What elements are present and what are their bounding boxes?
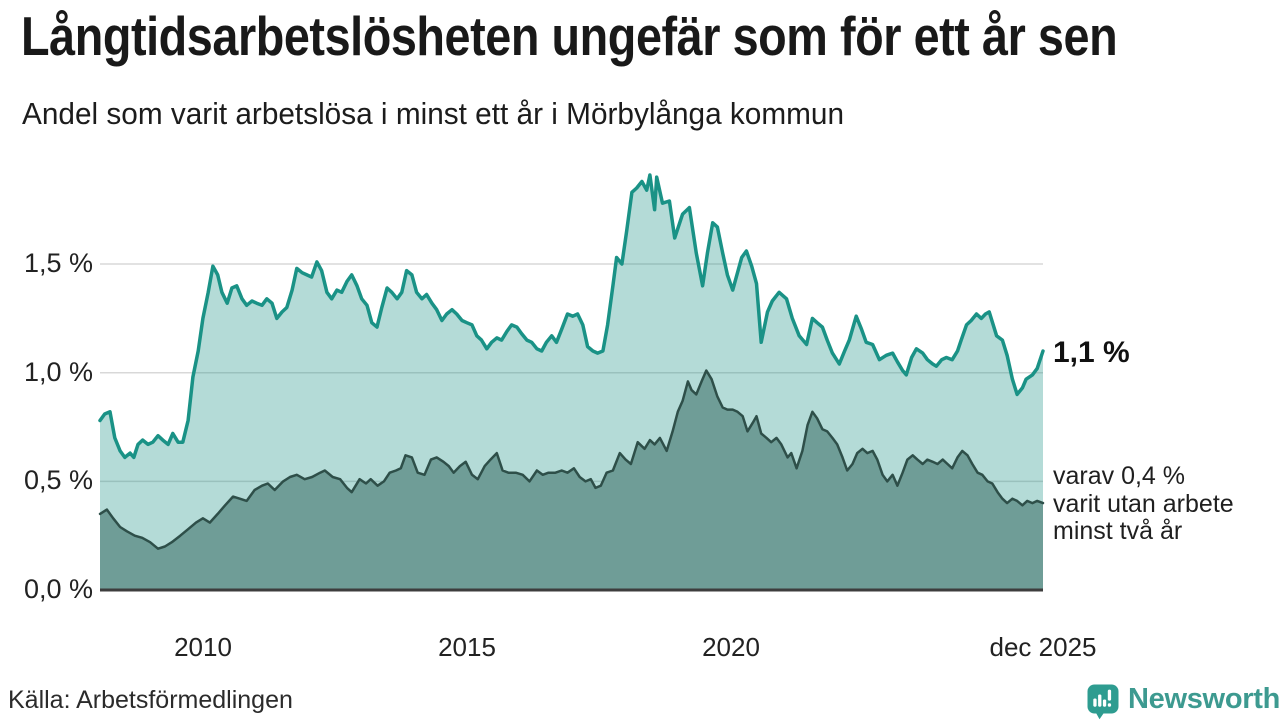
y-axis-label-10: 1,0 % — [23, 356, 93, 387]
chart-title: Långtidsarbetslösheten ungefär som för e… — [21, 5, 1118, 67]
newsworthy-logo: Newsworthy — [1086, 683, 1280, 720]
two-year-annotation: varav 0,4 % varit utan arbete minst två … — [1053, 462, 1234, 546]
two-year-annotation-line-1: varav 0,4 % — [1053, 462, 1186, 490]
y-axis-label-15: 1,5 % — [23, 247, 93, 278]
newsworthy-wordmark: Newsworthy — [1128, 683, 1280, 715]
x-axis-label-dec-2025: dec 2025 — [989, 632, 1097, 662]
x-axis-label-2020: 2020 — [702, 632, 760, 662]
y-axis-label-05: 0,5 % — [23, 464, 93, 495]
two-year-annotation-line-3: minst två år — [1053, 517, 1183, 545]
y-axis-label-0: 0,0 % — [23, 573, 93, 604]
latest-total-value-label: 1,1 % — [1053, 336, 1130, 369]
chart-subtitle: Andel som varit arbetslösa i minst ett å… — [22, 96, 845, 131]
newsworthy-icon — [1087, 684, 1119, 720]
x-axis-label-2010: 2010 — [174, 632, 232, 662]
x-axis-label-2015: 2015 — [438, 632, 496, 662]
source-label: Källa: Arbetsförmedlingen — [8, 686, 293, 714]
two-year-annotation-line-2: varit utan arbete — [1053, 489, 1234, 518]
